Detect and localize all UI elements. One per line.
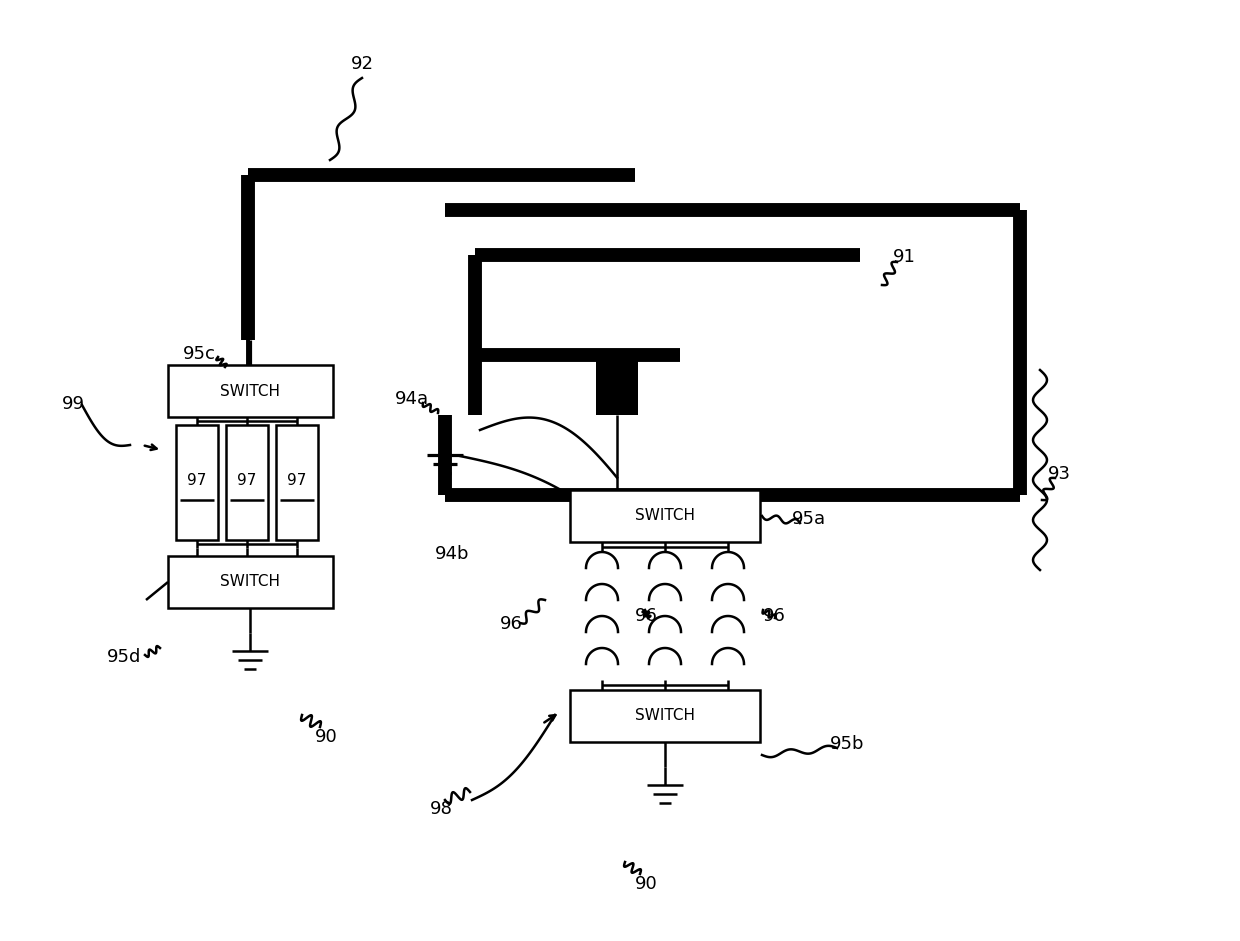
Text: SWITCH: SWITCH	[635, 508, 694, 523]
Text: 94a: 94a	[396, 390, 429, 408]
Bar	[570, 690, 760, 742]
Text: 95c: 95c	[184, 345, 216, 363]
Text: SWITCH: SWITCH	[219, 575, 280, 589]
Text: 98: 98	[430, 800, 453, 818]
Text: 97: 97	[187, 472, 207, 487]
Bar	[596, 355, 639, 415]
Text: SWITCH: SWITCH	[635, 709, 694, 724]
Text: SWITCH: SWITCH	[219, 384, 280, 398]
Text: 96: 96	[635, 607, 658, 625]
Bar	[226, 425, 268, 540]
Bar	[176, 425, 218, 540]
Text: 90: 90	[315, 728, 337, 746]
Bar	[167, 556, 334, 608]
Text: 99: 99	[62, 395, 86, 413]
Text: 96: 96	[763, 607, 786, 625]
Bar	[167, 365, 334, 417]
Text: 94b: 94b	[435, 545, 470, 563]
Text: 96: 96	[500, 615, 523, 633]
Bar	[277, 425, 317, 540]
Text: 92: 92	[351, 55, 373, 73]
Text: 93: 93	[1048, 465, 1071, 483]
Bar	[570, 490, 760, 542]
Text: 97: 97	[288, 472, 306, 487]
Text: 95b: 95b	[830, 735, 864, 753]
Text: 95a: 95a	[792, 510, 826, 528]
Text: 95d: 95d	[107, 648, 141, 666]
Text: 91: 91	[893, 248, 916, 266]
Text: 97: 97	[237, 472, 257, 487]
Text: 90: 90	[635, 875, 657, 893]
